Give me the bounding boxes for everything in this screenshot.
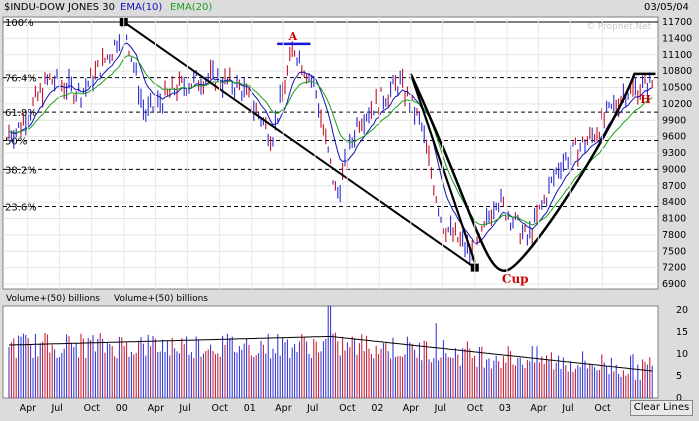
x-tick-label: Oct xyxy=(594,403,611,414)
y-tick-label: 11100 xyxy=(662,50,692,61)
fib-label: 76.4% xyxy=(5,74,37,85)
y-tick-label: 7500 xyxy=(662,246,686,257)
vol-tick-label: 10 xyxy=(676,349,688,360)
fib-label: 23.6% xyxy=(5,202,37,213)
x-tick-label: Oct xyxy=(84,403,101,414)
price-grid xyxy=(3,21,658,285)
y-tick-label: 11400 xyxy=(662,33,692,44)
price-y-axis: 6900 7200 7500 7800 8100 8400 8700 9000 9300 9600… xyxy=(662,17,692,290)
x-tick-label: 03 xyxy=(499,403,511,414)
y-tick-label: 9300 xyxy=(662,148,686,159)
x-tick-label: Apr xyxy=(403,403,420,414)
y-tick-label: 9900 xyxy=(662,115,686,126)
fib-label: 100% xyxy=(5,18,34,29)
volume-bars xyxy=(8,305,653,398)
fib-levels: 100% 76.4% 61.8% 50% 38.2% 23.6% xyxy=(3,18,658,213)
y-tick-label: 10800 xyxy=(662,66,692,77)
volume-legend-2: Volume+(50) billions xyxy=(114,294,208,304)
watermark: © Prophet.Net xyxy=(586,22,652,32)
volume-y-axis: 0 5 10 15 20 xyxy=(676,305,688,404)
x-tick-label: Jul xyxy=(178,403,190,414)
volume-average-line xyxy=(9,335,653,372)
vol-tick-label: 20 xyxy=(676,305,688,316)
ema10-legend: EMA(10) xyxy=(120,2,163,13)
x-tick-label: Apr xyxy=(530,403,547,414)
y-tick-label: 7800 xyxy=(662,230,686,241)
x-tick-label: 01 xyxy=(244,403,256,414)
ema10-line xyxy=(8,42,653,244)
y-tick-label: 9600 xyxy=(662,132,686,143)
y-tick-label: 11700 xyxy=(662,17,692,28)
x-tick-label: Jul xyxy=(50,403,62,414)
fib-label: 61.8% xyxy=(5,108,37,119)
y-tick-label: 8700 xyxy=(662,181,686,192)
x-axis: Apr Jul Oct 00 Apr Jul Oct 01 Apr Jul Oct 02 Apr Jul O… xyxy=(20,17,611,414)
x-tick-label: Jul xyxy=(434,403,446,414)
x-tick-label: Apr xyxy=(275,403,292,414)
x-tick-label: Oct xyxy=(212,403,229,414)
x-tick-label: Apr xyxy=(148,403,165,414)
x-tick-label: 00 xyxy=(116,403,128,414)
trendline xyxy=(123,21,476,269)
y-tick-label: 10200 xyxy=(662,99,692,110)
chart-date: 03/05/04 xyxy=(644,2,689,13)
x-tick-label: Jul xyxy=(561,403,573,414)
ema-lines xyxy=(8,42,653,244)
y-tick-label: 8400 xyxy=(662,197,686,208)
y-tick-label: 10500 xyxy=(662,83,692,94)
x-tick-label: Oct xyxy=(339,403,356,414)
clear-lines-button[interactable]: Clear Lines xyxy=(630,400,693,416)
ema20-legend: EMA(20) xyxy=(170,2,213,13)
x-tick-label: Jul xyxy=(306,403,318,414)
fib-label: 38.2% xyxy=(5,165,37,176)
fib-label: 50% xyxy=(5,136,27,147)
vol-tick-label: 5 xyxy=(676,371,682,382)
y-tick-label: 8100 xyxy=(662,214,686,225)
vol-tick-label: 0 xyxy=(676,393,682,404)
y-tick-label: 7200 xyxy=(662,263,686,274)
symbol-label: $INDU-DOW JONES 30 xyxy=(4,2,115,13)
annotation-label: H xyxy=(640,93,650,106)
annotation-label: A xyxy=(288,30,298,43)
volume-legend-1: Volume+(50) billions xyxy=(6,294,100,304)
y-tick-label: 6900 xyxy=(662,279,686,290)
x-tick-label: Apr xyxy=(20,403,37,414)
vol-tick-label: 15 xyxy=(676,327,688,338)
x-tick-label: Oct xyxy=(467,403,484,414)
x-tick-label: 02 xyxy=(371,403,383,414)
ema20-line xyxy=(8,55,653,226)
y-tick-label: 9000 xyxy=(662,164,686,175)
annotation-label: Cup xyxy=(502,272,529,286)
